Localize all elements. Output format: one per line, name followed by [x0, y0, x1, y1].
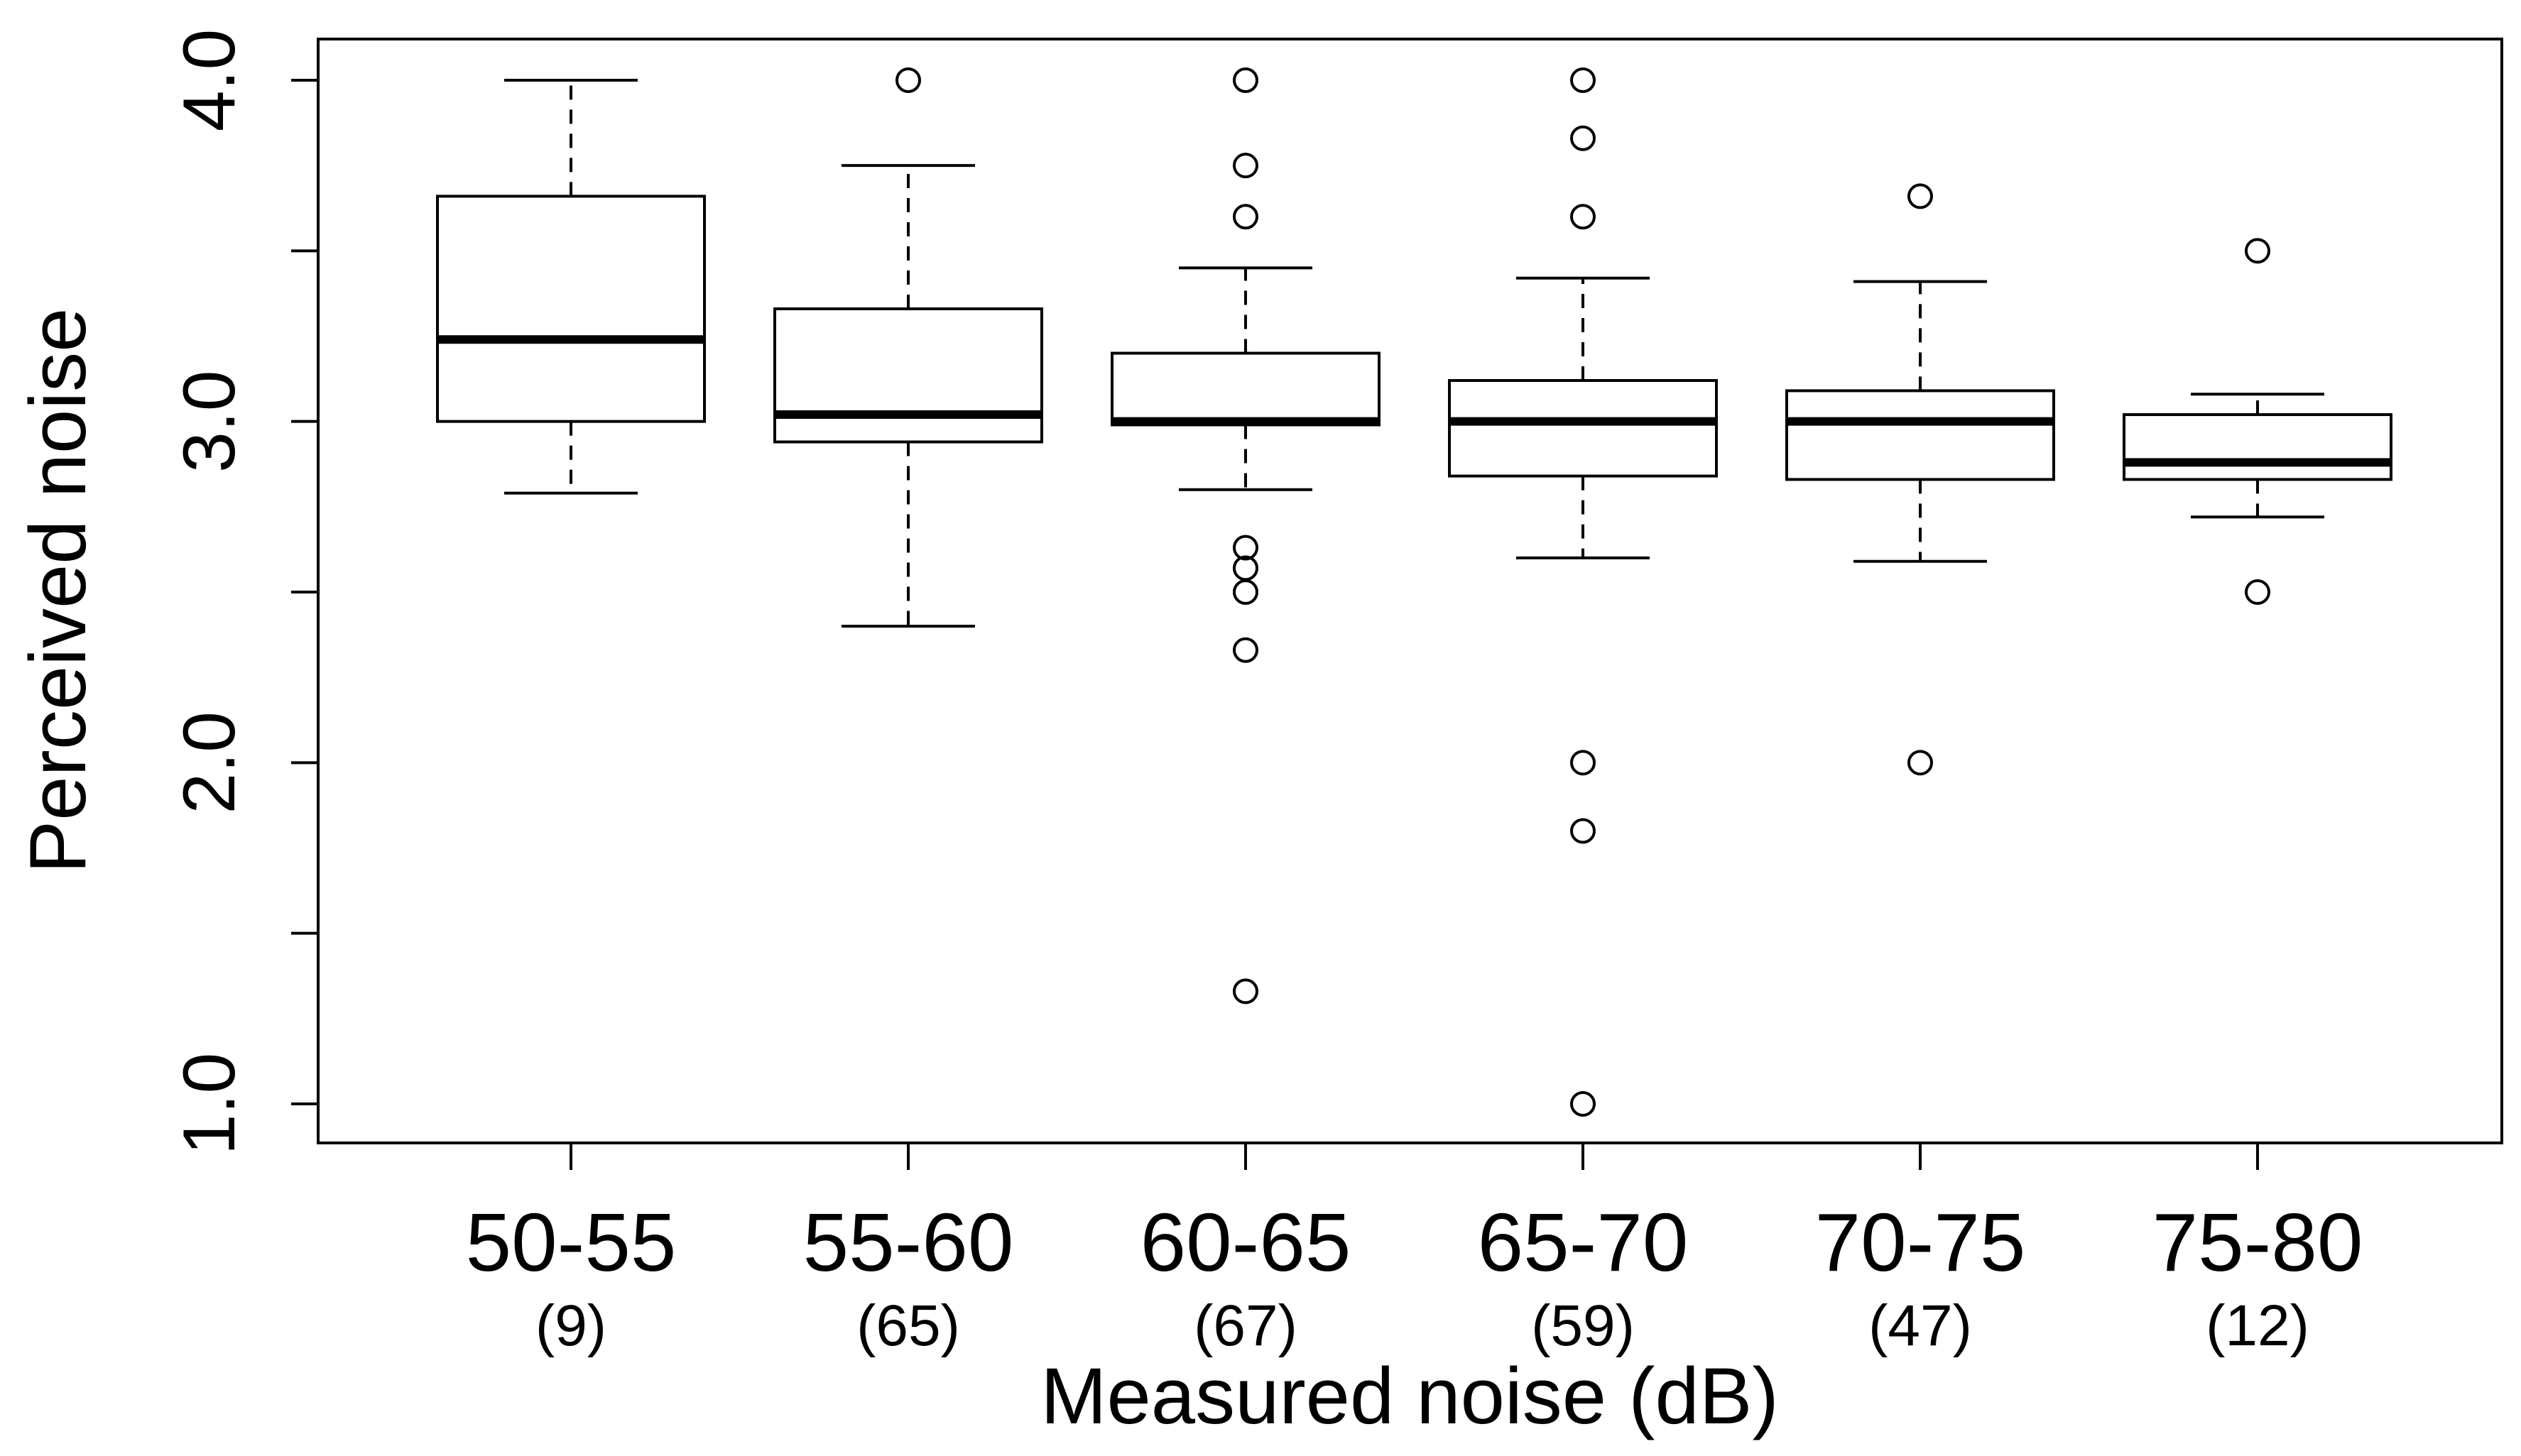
count-label: (67) [1194, 1293, 1297, 1358]
outlier-point [1233, 978, 1258, 1005]
x-tick-label: 60-65 [1140, 1196, 1351, 1288]
x-tick-label: 65-70 [1478, 1196, 1689, 1288]
iqr-box [2123, 413, 2392, 481]
x-tick-label: 75-80 [2152, 1196, 2363, 1288]
outlier-point [1570, 125, 1596, 151]
count-label: (47) [1868, 1293, 1972, 1358]
count-label: (59) [1531, 1293, 1635, 1358]
outlier-point [1570, 204, 1596, 230]
iqr-box [773, 307, 1043, 444]
boxes [436, 67, 2392, 1117]
y-tick-label: 3.0 [168, 370, 251, 473]
outlier-point [1233, 153, 1258, 179]
outlier-point [1907, 183, 1933, 209]
outlier-point [1907, 750, 1933, 776]
outlier-point [1233, 579, 1258, 605]
x-axis-title: Measured noise (dB) [1040, 1352, 1779, 1440]
y-axis-title: Perceived noise [13, 308, 102, 874]
iqr-box [1448, 378, 1718, 478]
outlier-point [1233, 204, 1258, 230]
box-65-70 [1448, 67, 1718, 1117]
count-label: (12) [2206, 1293, 2309, 1358]
x-tick-label: 50-55 [466, 1196, 677, 1288]
iqr-box [1111, 351, 1381, 427]
box-55-60 [773, 67, 1043, 628]
outlier-point [2245, 238, 2270, 264]
count-label: (9) [535, 1293, 606, 1358]
x-tick-label: 70-75 [1815, 1196, 2026, 1288]
x-axis: 50-55(9) 55-60(65) 60-65(67) 65-70(59) 70-75… [466, 1143, 2363, 1358]
y-tick-label: 4.0 [168, 29, 251, 132]
box-60-65 [1111, 67, 1381, 1005]
outlier-point [1570, 67, 1596, 93]
outlier-point [895, 67, 921, 93]
box-75-80 [2123, 238, 2392, 605]
iqr-box [1785, 389, 2055, 481]
count-label: (65) [856, 1293, 960, 1358]
outlier-point [1233, 535, 1258, 561]
outlier-point [1570, 818, 1596, 844]
outlier-point [2245, 579, 2270, 605]
x-tick-label: 55-60 [803, 1196, 1014, 1288]
y-tick-label: 1.0 [168, 1053, 251, 1156]
outlier-point [1233, 637, 1258, 663]
y-tick-label: 2.0 [168, 711, 251, 814]
y-axis: 1.0 2.0 3.0 4.0 [168, 29, 320, 1156]
outlier-point [1570, 750, 1596, 776]
iqr-box [436, 195, 706, 423]
box-50-55 [436, 79, 706, 495]
outlier-point [1570, 1091, 1596, 1117]
outlier-point [1233, 67, 1258, 93]
box-70-75 [1785, 183, 2055, 776]
